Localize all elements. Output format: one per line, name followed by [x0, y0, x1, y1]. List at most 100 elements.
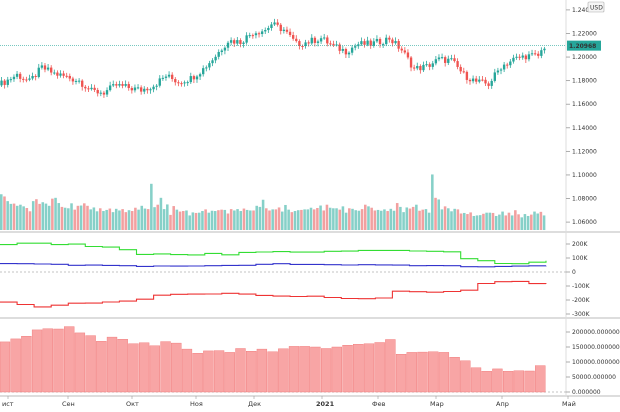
- price-tick-label: 1.06000: [572, 219, 597, 226]
- volume-bar: [185, 210, 188, 230]
- volume-bar: [351, 208, 354, 230]
- volume-bar: [239, 211, 243, 230]
- candle: [360, 41, 363, 45]
- volume-bar: [146, 209, 150, 230]
- candle: [540, 50, 543, 56]
- oi-bar: [502, 371, 514, 393]
- candle: [139, 87, 143, 92]
- candle: [273, 22, 276, 25]
- candle: [288, 31, 292, 36]
- cot-tick-label: -100K: [572, 283, 591, 290]
- oi-bar: [10, 338, 21, 393]
- candle: [301, 46, 304, 47]
- price-tick-label: 1.20000: [572, 54, 597, 61]
- volume-bar: [12, 203, 16, 230]
- oi-bar: [149, 345, 160, 393]
- oi-bar: [524, 370, 535, 393]
- candle: [99, 92, 102, 94]
- candle: [102, 92, 106, 95]
- volume-bar: [415, 204, 418, 230]
- volume-bar: [105, 209, 108, 230]
- price-tick-label: 1.24000: [572, 7, 597, 14]
- volume-bar: [121, 209, 124, 230]
- candle: [335, 44, 338, 46]
- volume-bar: [67, 208, 70, 231]
- volume-bar: [25, 208, 29, 230]
- oi-bar: [181, 348, 193, 393]
- candle: [344, 48, 348, 55]
- candle: [15, 73, 19, 77]
- oi-bar: [53, 328, 64, 393]
- x-axis-label: Ноя: [190, 400, 203, 408]
- volume-bar: [427, 212, 431, 230]
- candle: [468, 79, 472, 82]
- candle: [167, 74, 171, 77]
- candle: [40, 65, 44, 68]
- candle: [62, 73, 65, 76]
- volume-bar: [539, 211, 543, 230]
- candle: [270, 24, 273, 28]
- oi-bar: [406, 352, 417, 393]
- volume-bar: [312, 209, 316, 231]
- volume-bar: [462, 212, 466, 230]
- candle: [31, 76, 34, 79]
- volume-bar: [213, 211, 217, 230]
- oi-bar: [374, 342, 385, 393]
- volume-bar: [51, 198, 54, 230]
- candle: [53, 72, 56, 74]
- last-price-label: 1.20968: [569, 43, 596, 50]
- volume-bar: [3, 196, 6, 230]
- oi-bar: [117, 339, 128, 393]
- candle: [214, 56, 217, 61]
- volume-bar: [169, 214, 172, 231]
- currency-badge[interactable]: [587, 1, 605, 13]
- volume-bar: [108, 208, 112, 230]
- volume-bar: [172, 206, 175, 230]
- volume-bar: [255, 205, 258, 230]
- volume-bar: [41, 202, 45, 230]
- candle: [298, 41, 301, 46]
- volume-bar: [376, 209, 380, 230]
- volume-bar: [191, 212, 195, 230]
- oi-bar: [64, 326, 75, 393]
- volume-bar: [399, 206, 402, 230]
- candle: [143, 88, 146, 92]
- volume-bar: [367, 206, 370, 230]
- x-axis-label: Дек: [248, 400, 261, 408]
- oi-bar: [42, 328, 53, 393]
- volume-bar: [475, 215, 479, 231]
- volume-bar: [223, 209, 227, 230]
- volume-bar: [261, 199, 265, 230]
- oi-bar: [438, 352, 450, 393]
- candle: [192, 76, 196, 80]
- volume-bar: [265, 208, 268, 231]
- oi-bar: [363, 343, 375, 393]
- volume-bar: [242, 208, 246, 230]
- candle: [462, 71, 465, 73]
- candle: [130, 88, 134, 91]
- oi-bar: [320, 348, 332, 393]
- candle: [543, 48, 546, 51]
- volume-bar: [469, 212, 472, 230]
- candle: [481, 79, 484, 81]
- volume-bar: [111, 212, 115, 231]
- oi-bar: [138, 342, 150, 393]
- candle: [434, 59, 438, 64]
- volume-bar: [379, 210, 383, 230]
- x-axis-label: Сен: [62, 400, 75, 408]
- volume-bar: [478, 215, 482, 230]
- volume-bar: [83, 203, 86, 230]
- volume-bar: [494, 215, 498, 230]
- candle: [316, 41, 320, 43]
- currency-badge-label: USD: [590, 5, 603, 12]
- candle: [180, 83, 183, 85]
- candle: [484, 79, 487, 84]
- volume-bar: [86, 205, 89, 230]
- candle: [127, 84, 130, 89]
- candle: [84, 86, 87, 89]
- oi-bar: [224, 352, 235, 393]
- candle: [0, 80, 3, 86]
- candle: [226, 42, 230, 48]
